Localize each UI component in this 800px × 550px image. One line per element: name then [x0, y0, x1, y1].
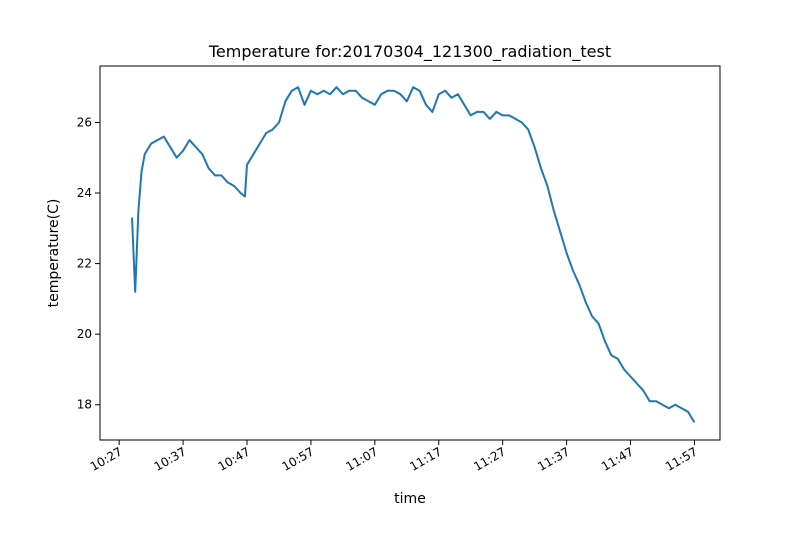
x-tick-label: 11:27	[471, 444, 508, 473]
x-tick-label: 11:57	[663, 444, 700, 473]
temperature-series-line	[131, 86, 696, 423]
y-tick-label: 24	[77, 186, 92, 200]
plot-area: 10:27 10:37 10:47 10:57 11:07 11:17 11:27 11:37…	[77, 65, 721, 474]
y-tick-label: 26	[77, 115, 92, 129]
x-tick-label: 11:17	[407, 444, 444, 473]
x-tick-label: 10:57	[279, 444, 316, 473]
x-tick-label: 10:47	[216, 444, 253, 473]
x-axis-ticks: 10:27 10:37 10:47 10:57 11:07 11:17 11:27 11:37…	[88, 440, 700, 474]
y-tick-label: 20	[77, 327, 92, 341]
chart-title: Temperature for:20170304_121300_radiatio…	[208, 42, 611, 62]
plot-frame	[99, 65, 721, 441]
y-tick-label: 18	[77, 398, 92, 412]
x-tick-label: 10:27	[88, 444, 125, 473]
y-axis-label: temperature(C)	[46, 199, 62, 308]
x-tick-label: 11:37	[535, 444, 572, 473]
series-group	[131, 86, 696, 423]
x-tick-label: 10:37	[152, 444, 189, 473]
y-tick-label: 22	[77, 257, 92, 271]
x-tick-label: 11:07	[343, 444, 380, 473]
x-axis-label: time	[394, 491, 426, 507]
y-axis-ticks: 18 20 22 24 26	[77, 115, 100, 412]
x-tick-label: 11:47	[599, 444, 636, 473]
